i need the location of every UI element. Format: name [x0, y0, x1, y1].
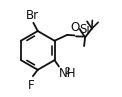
- Text: Si: Si: [80, 23, 90, 36]
- Text: NH: NH: [59, 67, 77, 80]
- Text: F: F: [28, 79, 35, 92]
- Text: O: O: [71, 21, 80, 34]
- Text: 2: 2: [65, 67, 70, 76]
- Text: Br: Br: [26, 9, 39, 22]
